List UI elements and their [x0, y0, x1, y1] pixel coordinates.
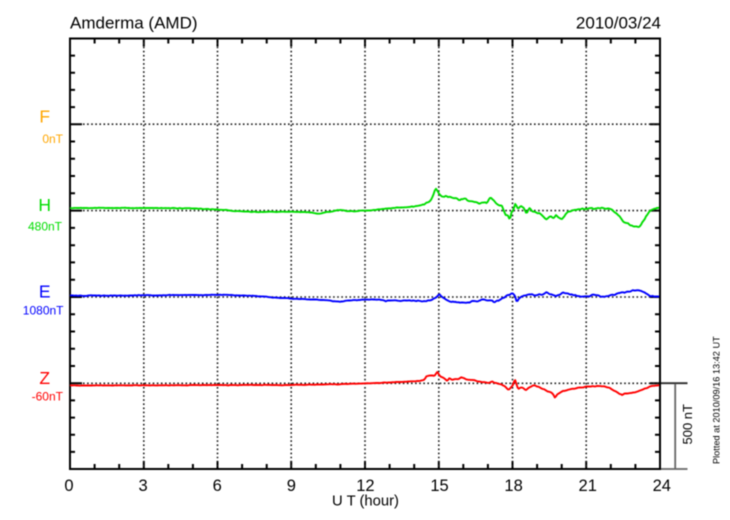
svg-text:15: 15	[430, 477, 448, 495]
svg-text:500 nT: 500 nT	[680, 404, 695, 445]
svg-text:21: 21	[579, 477, 597, 495]
svg-text:0nT: 0nT	[42, 132, 63, 146]
svg-text:9: 9	[287, 477, 296, 495]
svg-text:24: 24	[653, 477, 671, 495]
svg-text:18: 18	[504, 477, 522, 495]
svg-text:6: 6	[213, 477, 222, 495]
svg-text:2010/03/24: 2010/03/24	[576, 14, 661, 33]
svg-text:Amderma (AMD): Amderma (AMD)	[70, 14, 198, 33]
svg-text:1080nT: 1080nT	[23, 304, 64, 318]
svg-text:480nT: 480nT	[28, 220, 63, 234]
svg-text:U T (hour): U T (hour)	[332, 494, 399, 510]
svg-text:Z: Z	[39, 368, 50, 388]
svg-text:Plotted at 2010/09/16 13:42 UT: Plotted at 2010/09/16 13:42 UT	[712, 336, 722, 464]
svg-text:-60nT: -60nT	[32, 390, 64, 404]
svg-text:0: 0	[64, 477, 73, 495]
svg-text:12: 12	[356, 477, 374, 495]
svg-text:H: H	[38, 195, 51, 215]
svg-text:F: F	[39, 106, 50, 126]
svg-text:3: 3	[139, 477, 148, 495]
svg-text:E: E	[39, 281, 51, 301]
